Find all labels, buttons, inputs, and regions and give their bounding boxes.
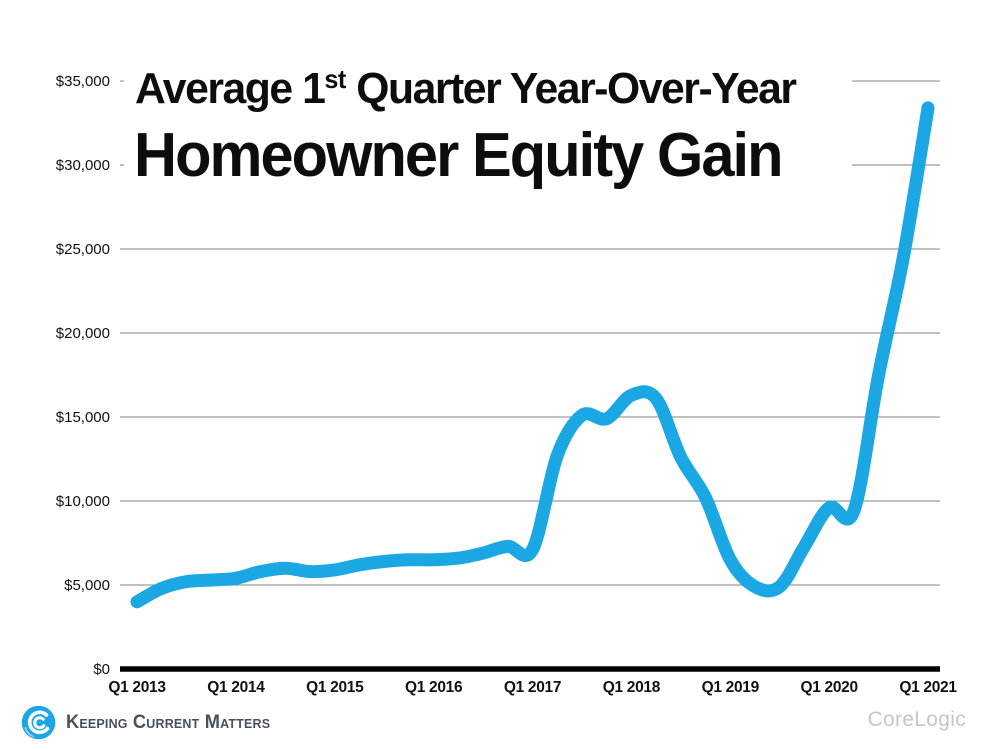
x-tick-label: Q1 2021 bbox=[899, 679, 957, 696]
y-tick-label: $30,000 bbox=[55, 156, 110, 174]
chart-title-line2: Homeowner Equity Gain bbox=[134, 121, 783, 190]
title-line1-pre: Average 1 bbox=[135, 64, 326, 113]
x-tick-label: Q1 2015 bbox=[306, 679, 364, 696]
x-tick-label: Q1 2016 bbox=[404, 679, 463, 696]
kcm-brand-text: Keeping Current Matters bbox=[66, 711, 271, 733]
title-line1-post: Quarter Year-Over-Year bbox=[345, 64, 797, 113]
y-tick-label: $0 bbox=[93, 660, 110, 678]
footer: Keeping Current Matters CoreLogic bbox=[0, 698, 1000, 750]
title-line1-superscript: st bbox=[324, 64, 346, 94]
x-tick-label: Q1 2013 bbox=[108, 679, 166, 696]
y-tick-label: $25,000 bbox=[55, 240, 110, 258]
x-tick-label: Q1 2017 bbox=[503, 679, 562, 696]
x-tick-label: Q1 2019 bbox=[701, 679, 760, 696]
chart-title-line1: Average 1st Quarter Year-Over-Year bbox=[135, 64, 797, 114]
chart-title: Average 1st Quarter Year-Over-Year Homeo… bbox=[124, 58, 852, 208]
equity-gain-line-series bbox=[130, 101, 935, 609]
x-tick-label: Q1 2018 bbox=[602, 679, 661, 696]
y-tick-label: $20,000 bbox=[55, 324, 110, 342]
y-tick-label: $35,000 bbox=[55, 72, 110, 90]
y-tick-label: $5,000 bbox=[64, 576, 110, 594]
source-attribution: CoreLogic bbox=[867, 708, 966, 731]
x-tick-label: Q1 2020 bbox=[800, 679, 858, 696]
kcm-logo: Keeping Current Matters bbox=[20, 704, 279, 741]
x-tick-label: Q1 2014 bbox=[207, 679, 265, 696]
y-tick-label: $15,000 bbox=[55, 408, 110, 426]
y-tick-label: $10,000 bbox=[55, 492, 110, 510]
kcm-swirl-icon bbox=[21, 705, 56, 740]
